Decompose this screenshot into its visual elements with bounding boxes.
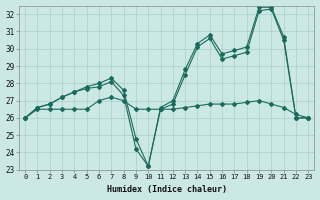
X-axis label: Humidex (Indice chaleur): Humidex (Indice chaleur) [107, 185, 227, 194]
